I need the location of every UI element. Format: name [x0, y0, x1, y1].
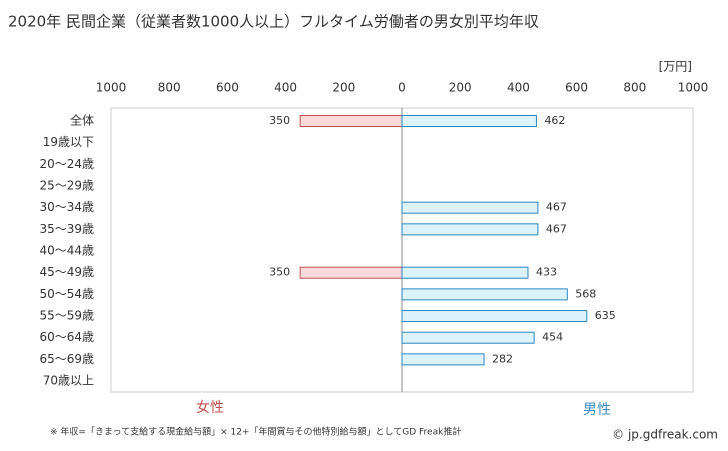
category-label: 65～69歳	[39, 352, 94, 366]
legend-label: 女性	[196, 399, 224, 416]
chart-title: 2020年 民間企業（従業者数1000人以上）フルタイム労働者の男女別平均年収	[8, 13, 539, 31]
bar	[401, 331, 535, 344]
x-tick-label: 600	[565, 81, 588, 95]
value-label: 568	[575, 287, 596, 300]
value-label: 433	[536, 266, 557, 279]
bar	[401, 115, 537, 127]
x-tick-label: 800	[158, 81, 181, 95]
bar	[401, 201, 539, 214]
category-label: 50～54歳	[39, 287, 94, 301]
category-label: 20～24歳	[39, 157, 94, 171]
x-tick-label: 800	[623, 81, 646, 95]
footnote: ※ 年収=「きまって支給する現金給与額」× 12+「年間賞与その他特別給与額」と…	[50, 426, 461, 438]
category-label: 55～59歳	[39, 309, 94, 323]
value-label: 454	[542, 331, 563, 344]
bar	[401, 310, 588, 323]
source: © jp.gdfreak.com	[612, 428, 718, 442]
value-label: 462	[544, 114, 565, 127]
x-tick-label: 200	[449, 81, 472, 95]
category-label: 30～34歳	[39, 200, 94, 214]
category-label: 45～49歳	[39, 265, 94, 279]
category-label: 35～39歳	[39, 222, 94, 236]
bar	[401, 353, 485, 366]
bar	[299, 266, 403, 279]
category-label: 19歳以下	[43, 135, 94, 149]
x-tick-label: 0	[398, 81, 406, 95]
value-label: 467	[546, 201, 567, 214]
bar	[299, 115, 403, 127]
value-label: 350	[269, 266, 290, 279]
x-tick-label: 1000	[678, 81, 709, 95]
x-tick-label: 600	[216, 81, 239, 95]
bar	[401, 223, 539, 236]
category-label: 40～44歳	[39, 244, 94, 258]
value-label: 350	[269, 114, 290, 127]
x-tick-label: 400	[507, 81, 530, 95]
x-tick-label: 200	[332, 81, 355, 95]
legend-label: 男性	[583, 402, 611, 418]
x-tick-label: 1000	[96, 81, 127, 95]
x-tick-label: 400	[274, 81, 297, 95]
value-label: 635	[595, 309, 616, 322]
unit-label: [万円]	[659, 60, 692, 74]
category-label: 70歳以上	[43, 374, 94, 388]
value-label: 282	[492, 352, 513, 365]
category-label: 25～29歳	[39, 179, 94, 193]
bar	[401, 288, 568, 301]
category-label: 60～64歳	[39, 330, 94, 344]
value-label: 467	[546, 222, 567, 235]
category-label: 全体	[70, 113, 94, 128]
bar	[401, 266, 529, 279]
